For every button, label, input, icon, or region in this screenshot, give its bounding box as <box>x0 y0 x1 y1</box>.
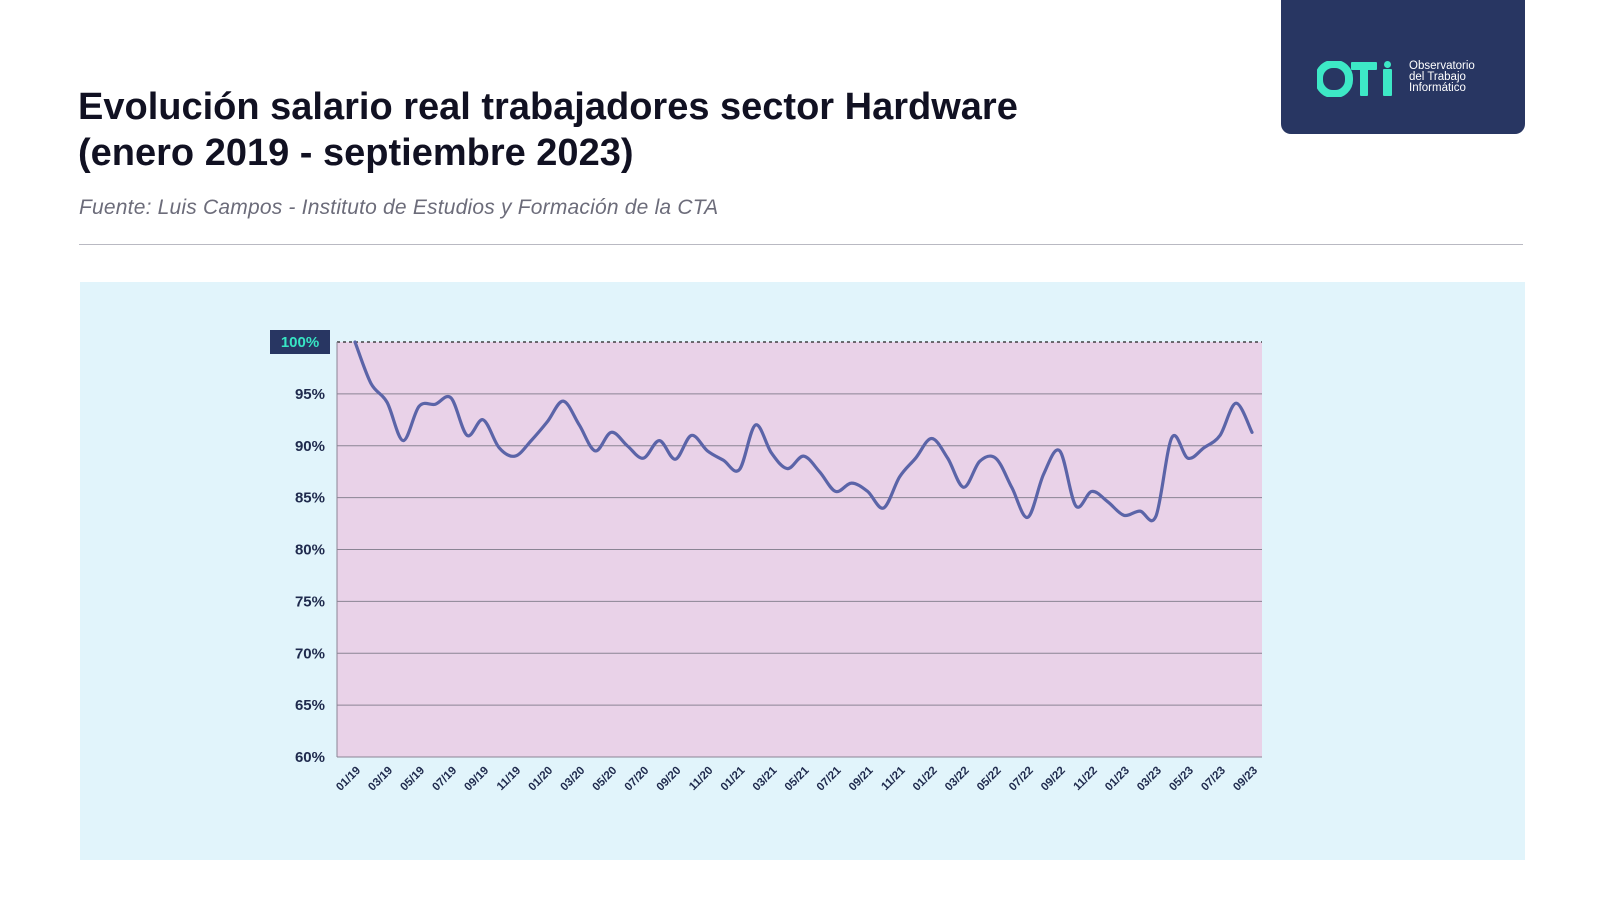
logo-mark-i <box>1383 69 1392 96</box>
x-tick-label: 09/23 <box>1231 765 1260 794</box>
x-tick-label: 01/21 <box>719 764 748 793</box>
y-tick-label: 85% <box>295 490 325 507</box>
x-tick-label: 03/20 <box>559 765 588 794</box>
x-tick-label: 01/22 <box>911 765 940 794</box>
oti-logo-mark <box>1317 61 1392 97</box>
chart-title-line-1: Evolución salario real trabajadores sect… <box>78 86 1018 128</box>
x-tick-label: 07/21 <box>815 764 844 793</box>
x-tick-label: 11/19 <box>495 765 523 793</box>
x-tick-label: 11/21 <box>879 764 908 793</box>
logo-mark-i-dot <box>1384 61 1391 68</box>
x-tick-label: 03/22 <box>943 765 972 794</box>
reference-label: 100% <box>281 334 319 351</box>
x-tick-label: 03/19 <box>366 765 395 794</box>
x-tick-label: 03/21 <box>751 764 780 793</box>
y-tick-label: 75% <box>295 593 325 610</box>
logo-mark-t-stem <box>1360 62 1368 96</box>
header-divider <box>79 244 1523 245</box>
chart-panel: 60% 65% 70% 75% 80% 85% 90% 95% 100% 01/19 03/19 05… <box>80 282 1525 860</box>
x-tick-label: 01/19 <box>334 765 363 794</box>
logo-text-line-2: del Trabajo <box>1409 71 1466 83</box>
y-tick-label: 65% <box>295 697 325 714</box>
y-tick-label: 60% <box>295 749 325 766</box>
x-tick-label: 05/19 <box>398 765 427 794</box>
x-tick-label: 07/20 <box>623 765 652 794</box>
logo-text-line-1: Observatorio <box>1409 60 1475 72</box>
x-tick-label: 09/22 <box>1039 765 1068 794</box>
logo-mark-o <box>1317 61 1353 97</box>
x-tick-label: 11/20 <box>687 765 715 793</box>
reference-label-box <box>270 330 330 354</box>
x-tick-label: 07/22 <box>1007 765 1036 794</box>
series-line-0 <box>353 340 1254 523</box>
x-tick-label: 01/20 <box>526 765 555 794</box>
y-tick-label: 80% <box>295 542 325 559</box>
chart-title-line-2: (enero 2019 - septiembre 2023) <box>78 132 634 174</box>
x-tick-label: 07/19 <box>430 765 459 794</box>
x-tick-label: 09/20 <box>655 765 684 794</box>
logo-text-line-3: Informático <box>1409 82 1466 94</box>
x-tick-label: 05/20 <box>591 765 620 794</box>
x-tick-label: 05/21 <box>783 764 812 793</box>
line-chart: 60%65%70%75%80%85%90%95%100%01/19 03/19 05… <box>270 330 1262 794</box>
x-tick-label: 09/21 <box>847 764 876 793</box>
y-tick-label: 70% <box>295 645 325 662</box>
y-tick-label: 90% <box>295 438 325 455</box>
y-tick-label: 95% <box>295 386 325 403</box>
chart-source: Fuente: Luis Campos - Instituto de Estud… <box>79 196 719 219</box>
x-tick-label: 03/23 <box>1135 765 1164 794</box>
x-tick-label: 11/22 <box>1072 765 1100 793</box>
oti-logo: Observatorio del Trabajo Informático <box>1281 0 1525 134</box>
chart-title: Evolución salario real trabajadores sect… <box>78 84 1218 176</box>
x-tick-label: 07/23 <box>1199 765 1228 794</box>
x-tick-label: 09/19 <box>462 765 491 794</box>
x-tick-label: 01/23 <box>1103 765 1132 794</box>
x-tick-label: 05/23 <box>1167 765 1196 794</box>
x-tick-label: 05/22 <box>975 765 1004 794</box>
logo-text: Observatorio del Trabajo Informático <box>1409 60 1475 94</box>
